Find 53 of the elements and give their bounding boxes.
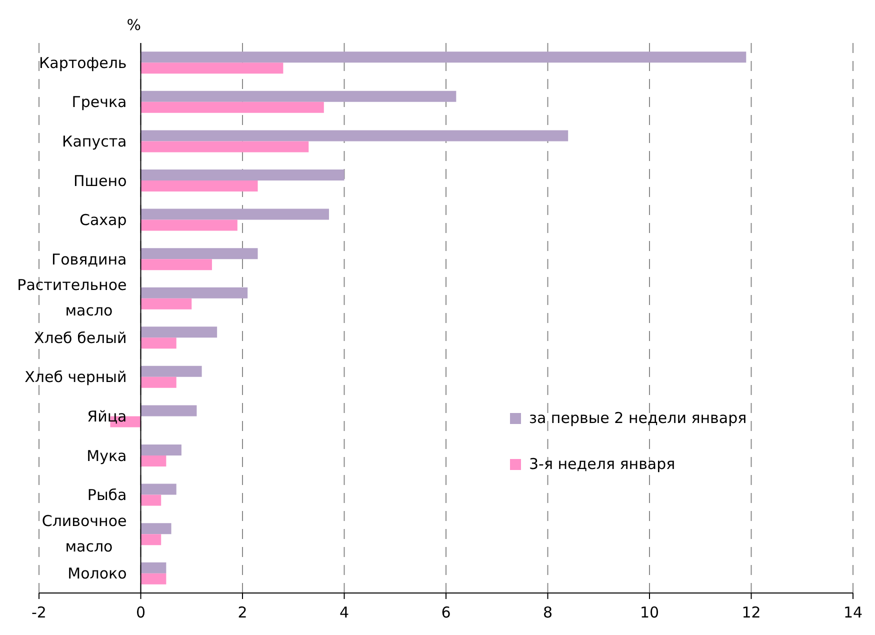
bar xyxy=(140,523,172,534)
y-tick-label: Хлеб черный xyxy=(24,368,127,386)
x-tick-label: 8 xyxy=(542,604,553,622)
y-tick-label: Сахар xyxy=(79,211,127,230)
bar xyxy=(140,573,166,584)
x-tick-label: 14 xyxy=(843,604,863,622)
bar xyxy=(140,456,166,466)
bar xyxy=(140,298,192,310)
bar xyxy=(140,444,182,456)
bar xyxy=(140,376,176,388)
y-tick-label: Капуста xyxy=(62,132,127,150)
bar xyxy=(140,170,344,180)
y-tick-label: Молоко xyxy=(68,564,127,583)
x-tick-label: 4 xyxy=(339,604,350,622)
y-tick-label: Мука xyxy=(86,446,127,465)
legend-label: 3-я неделя января xyxy=(529,455,676,473)
bar xyxy=(140,141,309,152)
y-tick-label: Говядина xyxy=(51,250,127,268)
y-tick-label: Рыба xyxy=(87,486,127,504)
legend-label: за первые 2 недели января xyxy=(529,409,747,427)
bar xyxy=(140,366,202,377)
x-tick-label: 12 xyxy=(742,604,761,622)
bar xyxy=(140,180,258,192)
y-tick-label: Яйца xyxy=(87,407,127,426)
bar xyxy=(140,405,197,416)
x-tick-label: -2 xyxy=(32,604,46,622)
x-axis-title: % xyxy=(126,16,142,34)
y-tick-label: Гречка xyxy=(72,93,127,112)
y-tick-label: Хлеб белый xyxy=(34,328,127,347)
bar xyxy=(140,220,238,231)
y-tick-label: Пшено xyxy=(74,172,127,190)
bar xyxy=(140,287,248,298)
bar xyxy=(140,102,324,113)
bar xyxy=(140,338,176,349)
bar xyxy=(140,562,166,574)
bar xyxy=(140,484,176,495)
bar xyxy=(140,326,218,338)
x-tick-label: 6 xyxy=(441,604,451,622)
x-tick-label: 2 xyxy=(238,604,248,622)
bar xyxy=(140,52,746,63)
y-tick-label: Картофель xyxy=(38,54,127,72)
x-tick-label: 0 xyxy=(136,604,146,622)
x-tick-label: 10 xyxy=(640,604,660,622)
bar xyxy=(140,208,329,220)
bar xyxy=(140,90,456,102)
bar xyxy=(140,259,212,270)
bar xyxy=(140,494,162,506)
bar xyxy=(140,248,258,260)
y-tick-label: Растительное масло xyxy=(17,276,127,320)
y-tick-label: Сливочное масло xyxy=(42,512,127,556)
bar xyxy=(140,130,568,142)
bar xyxy=(140,62,284,74)
bar xyxy=(140,534,162,546)
